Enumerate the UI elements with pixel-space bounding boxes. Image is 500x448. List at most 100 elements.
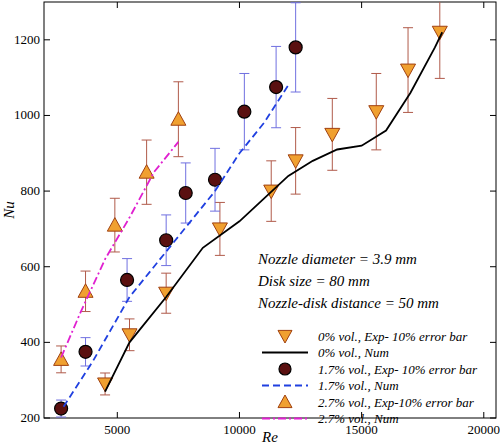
- error-bar-cap: [100, 394, 110, 395]
- data-point: [369, 106, 384, 120]
- x-tick: [483, 412, 484, 418]
- error-bar-cap: [181, 162, 191, 163]
- error-bar-cap: [110, 198, 120, 199]
- error-bar-cap: [173, 81, 183, 82]
- y-tick-label: 200: [21, 410, 41, 425]
- x-tick-label: 10000: [223, 422, 256, 437]
- error-bar-cap: [271, 46, 281, 47]
- error-bar-cap: [56, 417, 66, 418]
- error-bar-cap: [291, 92, 301, 93]
- data-point: [238, 105, 251, 118]
- y-tick: [44, 39, 50, 40]
- error-bar-cap: [403, 112, 413, 113]
- legend-marker: [278, 330, 292, 343]
- error-bar-cap: [435, 78, 445, 79]
- legend-label: 1.7% vol., Num: [318, 378, 399, 393]
- data-point: [79, 345, 92, 358]
- error-bar-cap: [291, 2, 301, 3]
- legend-label: 0% vol., Exp- 10% error bar: [318, 329, 468, 344]
- data-point: [78, 284, 93, 298]
- x-tick-top: [361, 2, 362, 8]
- error-bar-cap: [161, 273, 171, 274]
- error-bar-cap: [125, 318, 135, 319]
- error-bar-cap: [291, 194, 301, 195]
- error-bar-cap: [266, 221, 276, 222]
- y-tick-right: [490, 191, 496, 192]
- y-tick-right: [490, 39, 496, 40]
- y-tick: [44, 418, 50, 419]
- error-bar-cap: [81, 337, 91, 338]
- legend-label: 2.7% vol., Exp-10% error bar: [318, 395, 475, 410]
- error-bar-cap: [81, 271, 91, 272]
- y-tick-label: 1200: [14, 32, 40, 47]
- legend: 0% vol., Exp- 10% error bar0% vol., Num 1…: [262, 329, 478, 427]
- error-bar-cap: [142, 140, 152, 141]
- data-point: [209, 173, 222, 186]
- y-axis-label: Nu: [1, 201, 17, 220]
- y-tick: [44, 191, 50, 192]
- error-bar-cap: [215, 202, 225, 203]
- data-point: [121, 273, 134, 286]
- error-bar-cap: [371, 149, 381, 150]
- error-bar-cap: [56, 345, 66, 346]
- data-point: [288, 155, 303, 169]
- error-bar-cap: [161, 265, 171, 266]
- legend-label: 0% vol., Num: [318, 345, 389, 360]
- error-bar-cap: [271, 127, 281, 128]
- annotation: Nozzle-disk distance = 50 mm: [257, 295, 439, 311]
- error-bar-cap: [403, 27, 413, 28]
- error-bar-cap: [327, 170, 337, 171]
- legend-marker: [279, 363, 291, 375]
- data-point: [160, 234, 173, 247]
- y-tick-right: [490, 342, 496, 343]
- error-bar-cap: [210, 148, 220, 149]
- error-bar-cap: [266, 160, 276, 161]
- x-tick-label: 20000: [468, 422, 500, 437]
- legend-line: [262, 385, 308, 387]
- error-bar-cap: [142, 204, 152, 205]
- x-tick: [239, 412, 240, 418]
- x-axis-label: Re: [261, 429, 278, 445]
- y-tick-label: 400: [21, 334, 41, 349]
- legend-line: [262, 418, 308, 420]
- error-bar-cap: [173, 156, 183, 157]
- data-point: [54, 352, 69, 366]
- legend-label: 2.7% vol., Num: [318, 411, 399, 426]
- error-bar-cap: [210, 211, 220, 212]
- y-tick-right: [490, 266, 496, 267]
- x-tick-label: 5000: [104, 422, 130, 437]
- y-tick-label: 600: [21, 259, 41, 274]
- legend-line: [262, 352, 308, 354]
- error-bar-cap: [110, 251, 120, 252]
- chart: 500010000150002000020040060080010001200R…: [0, 0, 500, 448]
- data-point: [325, 128, 340, 142]
- legend-marker: [278, 395, 292, 408]
- data-point: [171, 112, 186, 126]
- error-bar-cap: [239, 73, 249, 74]
- plot-area: [54, 2, 448, 417]
- error-bar-cap: [122, 258, 132, 259]
- legend-label: 1.7% vol., Exp- 10% error bar: [318, 362, 478, 377]
- line-series: [64, 85, 289, 406]
- data-point: [270, 81, 283, 94]
- x-tick-top: [483, 2, 484, 8]
- data-point: [289, 41, 302, 54]
- error-bar-cap: [291, 127, 301, 128]
- plot-frame: [44, 2, 496, 418]
- error-bar-cap: [161, 214, 171, 215]
- error-bar-cap: [161, 313, 171, 314]
- error-bar-cap: [215, 255, 225, 256]
- error-bar-cap: [56, 400, 66, 401]
- y-tick-right: [490, 418, 496, 419]
- y-tick-right: [490, 115, 496, 116]
- data-point: [179, 186, 192, 199]
- y-tick: [44, 115, 50, 116]
- data-point: [107, 218, 122, 232]
- annotation: Nozzle diameter = 3.9 mm: [257, 251, 417, 267]
- error-bar-cap: [100, 372, 110, 373]
- x-tick-top: [239, 2, 240, 8]
- error-bar-cap: [327, 98, 337, 99]
- error-bar-cap: [56, 372, 66, 373]
- x-tick: [117, 412, 118, 418]
- error-bar-cap: [371, 73, 381, 74]
